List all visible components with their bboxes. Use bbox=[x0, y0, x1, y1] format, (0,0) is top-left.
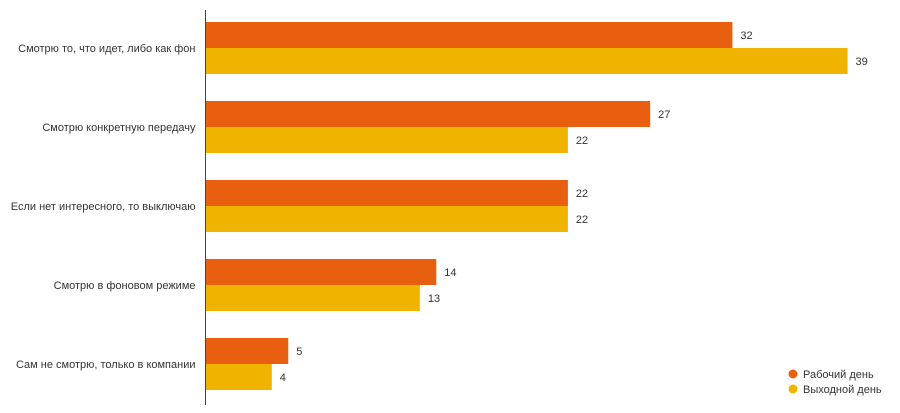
category-labels: Смотрю то, что идет, либо как фон Смотрю … bbox=[11, 43, 196, 371]
data-label: 5 bbox=[296, 346, 302, 358]
data-label: 22 bbox=[576, 135, 588, 147]
bar-workday-4 bbox=[206, 338, 289, 364]
data-label: 14 bbox=[444, 267, 456, 279]
legend-label: Рабочий день bbox=[803, 369, 874, 381]
bar-workday-2 bbox=[206, 180, 568, 206]
legend: Рабочий день Выходной день bbox=[788, 369, 882, 396]
data-label: 22 bbox=[576, 214, 588, 226]
category-label: Смотрю конкретную передачу bbox=[42, 122, 196, 134]
category-label: Сам не смотрю, только в компании bbox=[16, 359, 196, 371]
data-label: 32 bbox=[740, 30, 752, 42]
bar-weekend-4 bbox=[206, 364, 272, 390]
bar-weekend-1 bbox=[206, 127, 568, 153]
data-label: 13 bbox=[428, 293, 440, 305]
data-label: 22 bbox=[576, 188, 588, 200]
data-label: 4 bbox=[280, 372, 286, 384]
bar-workday-0 bbox=[206, 22, 733, 48]
bar-workday-3 bbox=[206, 259, 437, 285]
bars-group bbox=[206, 22, 848, 390]
data-label: 39 bbox=[856, 56, 868, 68]
legend-label: Выходной день bbox=[803, 384, 882, 396]
category-label: Если нет интересного, то выключаю bbox=[11, 201, 196, 213]
legend-marker bbox=[788, 384, 798, 394]
category-label: Смотрю в фоновом режиме bbox=[54, 280, 196, 292]
category-label: Смотрю то, что идет, либо как фон bbox=[18, 43, 195, 55]
bar-weekend-3 bbox=[206, 285, 420, 311]
bar-weekend-2 bbox=[206, 206, 568, 232]
value-labels: 32 39 27 22 22 22 14 13 5 4 bbox=[280, 30, 868, 384]
data-label: 27 bbox=[658, 109, 670, 121]
bar-workday-1 bbox=[206, 101, 651, 127]
bar-weekend-0 bbox=[206, 48, 848, 74]
legend-marker bbox=[788, 369, 798, 379]
